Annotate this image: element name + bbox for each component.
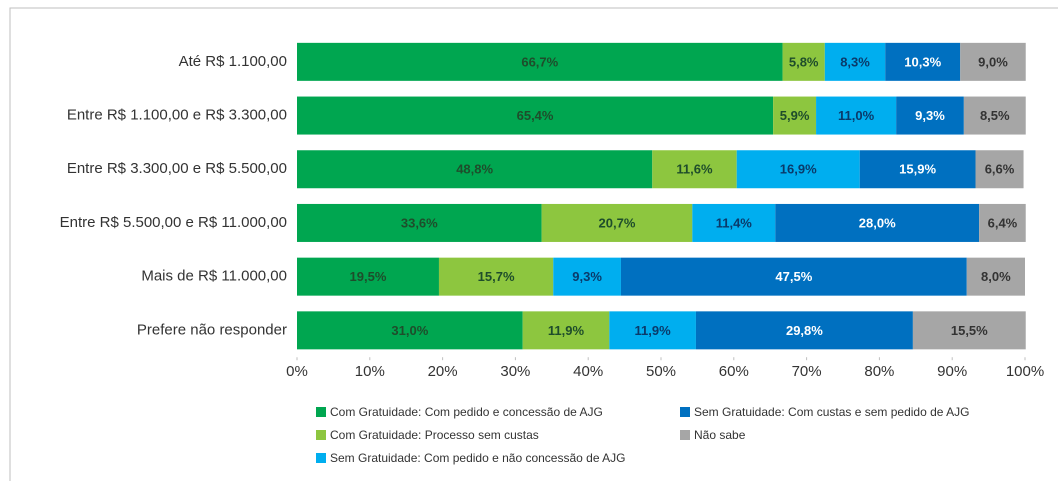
legend-label: Com Gratuidade: Processo sem custas: [330, 428, 539, 442]
value-label: 65,4%: [517, 108, 554, 123]
category-label: Entre R$ 1.100,00 e R$ 3.300,00: [67, 107, 287, 124]
bar-segment: [885, 42, 961, 81]
bar-segment: [620, 257, 967, 296]
value-label: 15,5%: [951, 323, 988, 338]
bar-segment: [695, 311, 913, 350]
value-label: 19,5%: [350, 269, 387, 284]
bar-segment: [966, 257, 1025, 296]
bar-segment: [297, 257, 439, 296]
legend-swatch: [680, 407, 690, 417]
legend-swatch: [316, 453, 326, 463]
x-tick-label: 60%: [719, 363, 749, 380]
value-label: 47,5%: [775, 269, 812, 284]
category-label: Mais de R$ 11.000,00: [141, 268, 287, 285]
bar-segment: [438, 257, 554, 296]
bar-segment: [896, 96, 964, 135]
bar-segment: [775, 203, 980, 242]
bar-segment: [609, 311, 696, 350]
x-tick-label: 80%: [864, 363, 894, 380]
bar-segment: [297, 96, 774, 135]
legend-swatch: [316, 407, 326, 417]
value-label: 6,4%: [988, 215, 1018, 230]
legend-label: Sem Gratuidade: Com custas e sem pedido …: [694, 405, 969, 419]
bar-segment: [859, 150, 976, 189]
bar-segment: [975, 150, 1024, 189]
value-label: 9,3%: [572, 269, 602, 284]
value-label: 8,0%: [981, 269, 1011, 284]
value-label: 10,3%: [904, 54, 941, 69]
value-label: 11,9%: [548, 323, 585, 338]
x-tick-label: 50%: [646, 363, 676, 380]
value-label: 66,7%: [521, 54, 558, 69]
value-label: 8,3%: [840, 54, 870, 69]
frame: [9, 7, 1058, 481]
x-tick-label: 20%: [428, 363, 458, 380]
x-tick-label: 90%: [937, 363, 967, 380]
bar-segment: [824, 42, 886, 81]
x-tick-label: 100%: [1006, 363, 1044, 380]
value-label: 48,8%: [456, 162, 493, 177]
bar-segment: [297, 311, 523, 350]
bar-segment: [773, 96, 817, 135]
value-label: 15,9%: [899, 162, 936, 177]
x-tick-label: 10%: [355, 363, 385, 380]
legend-swatch: [316, 430, 326, 440]
value-label: 33,6%: [401, 215, 438, 230]
bar-segment: [963, 96, 1026, 135]
bar-segment: [553, 257, 621, 296]
x-tick-label: 30%: [500, 363, 530, 380]
value-label: 5,8%: [789, 54, 819, 69]
value-label: 11,9%: [635, 323, 672, 338]
value-label: 8,5%: [980, 108, 1010, 123]
bar-segment: [736, 150, 860, 189]
legend-swatch: [680, 430, 690, 440]
legend-label: Com Gratuidade: Com pedido e concessão d…: [330, 405, 603, 419]
bar-segment: [541, 203, 693, 242]
bar-segment: [522, 311, 610, 350]
category-label: Entre R$ 5.500,00 e R$ 11.000,00: [60, 214, 287, 231]
value-label: 6,6%: [985, 162, 1015, 177]
bar-segment: [652, 150, 737, 189]
value-label: 5,9%: [780, 108, 810, 123]
bar-segment: [297, 203, 542, 242]
value-label: 20,7%: [599, 215, 636, 230]
value-label: 28,0%: [859, 215, 896, 230]
x-tick-label: 0%: [286, 363, 308, 380]
value-label: 31,0%: [391, 323, 428, 338]
bar-segment: [960, 42, 1026, 81]
value-label: 11,4%: [716, 215, 753, 230]
value-label: 11,0%: [838, 108, 875, 123]
value-label: 9,3%: [915, 108, 945, 123]
category-label: Entre R$ 3.300,00 e R$ 5.500,00: [67, 160, 287, 177]
value-label: 15,7%: [478, 269, 515, 284]
bar-segment: [979, 203, 1026, 242]
bar-segment: [912, 311, 1026, 350]
value-label: 29,8%: [786, 323, 823, 338]
legend-label: Sem Gratuidade: Com pedido e não concess…: [330, 451, 626, 465]
category-label: Até R$ 1.100,00: [179, 53, 287, 70]
bar-segment: [692, 203, 776, 242]
value-label: 11,6%: [676, 162, 713, 177]
x-tick-label: 70%: [792, 363, 822, 380]
bar-segment: [297, 42, 783, 81]
category-label: Prefere não responder: [137, 321, 287, 338]
value-label: 9,0%: [978, 54, 1008, 69]
value-label: 16,9%: [780, 162, 817, 177]
x-tick-label: 40%: [573, 363, 603, 380]
bar-segment: [816, 96, 897, 135]
bar-segment: [297, 150, 653, 189]
bar-segment: [782, 42, 825, 81]
legend-label: Não sabe: [694, 428, 746, 442]
